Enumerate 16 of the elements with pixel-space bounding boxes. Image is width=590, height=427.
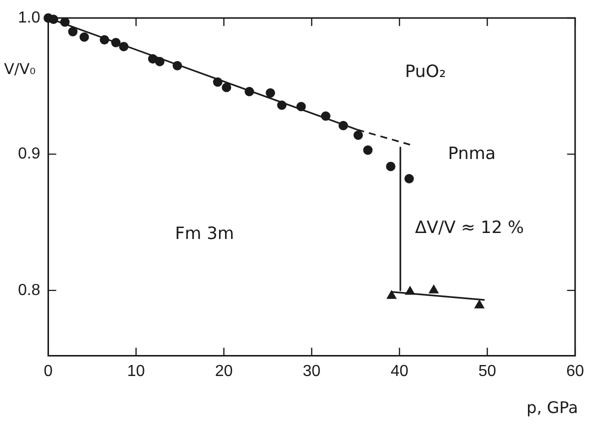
x-tick-label: 0	[44, 362, 53, 380]
x-tick-label: 50	[478, 362, 496, 380]
y-tick-label: 1.0	[18, 9, 40, 26]
x-tick-label: 10	[127, 362, 146, 380]
annotation: Fm 3m	[175, 224, 234, 244]
x-tick-label: 40	[390, 362, 408, 380]
annotation: PuO₂	[405, 62, 446, 82]
x-tick-label: 30	[302, 362, 321, 380]
x-tick-label: 20	[214, 362, 233, 380]
y-tick-label: 0.8	[18, 282, 40, 299]
y-axis-title: V/V₀	[4, 60, 36, 78]
annotation: ΔV/V ≈ 12 %	[415, 218, 524, 238]
x-axis-title: p, GPa	[526, 398, 578, 417]
annotation: Pnma	[448, 144, 496, 164]
y-tick-label: 0.9	[18, 146, 40, 163]
x-tick-label: 60	[566, 362, 584, 380]
